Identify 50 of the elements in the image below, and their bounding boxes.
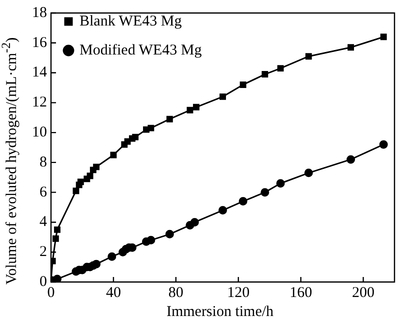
- x-tick-label: 80: [168, 284, 184, 301]
- point: [276, 179, 285, 188]
- point: [92, 260, 101, 268]
- point: [238, 197, 248, 206]
- point: [218, 206, 227, 215]
- point: [379, 140, 388, 149]
- x-tick-label: 120: [227, 284, 250, 301]
- y-tick-label: 12: [32, 94, 47, 111]
- point: [108, 252, 116, 261]
- y-tick-label: 10: [32, 124, 47, 140]
- point: [77, 178, 84, 186]
- point: [192, 104, 200, 110]
- y-tick-label: 14: [32, 64, 48, 81]
- y-tick-label: 8: [40, 154, 47, 170]
- point: [52, 274, 62, 282]
- point: [380, 34, 387, 40]
- point: [165, 230, 174, 238]
- point: [186, 106, 194, 114]
- x-axis-title: Immersion time/h: [165, 304, 275, 321]
- point: [166, 116, 173, 122]
- y-tick-label: 2: [40, 244, 47, 260]
- point: [110, 152, 117, 158]
- legend-label: Modified WE43 Mg: [80, 42, 202, 58]
- point: [72, 188, 80, 194]
- point: [86, 172, 94, 180]
- point: [304, 168, 313, 178]
- point: [240, 82, 246, 88]
- legend-label: Blank WE43 Mg: [80, 13, 182, 30]
- point: [54, 226, 60, 233]
- x-tick-label: 160: [290, 284, 312, 301]
- y-tick-label: 16: [32, 34, 48, 51]
- point: [277, 65, 284, 72]
- point: [260, 188, 270, 197]
- point: [93, 164, 100, 170]
- y-tick-label: 6: [40, 184, 48, 200]
- y-tick-label: 4: [40, 214, 48, 230]
- y-tick-label: 18: [32, 4, 47, 21]
- point: [148, 124, 154, 132]
- point: [262, 71, 268, 78]
- point: [220, 93, 226, 100]
- point: [52, 235, 59, 242]
- point: [346, 155, 356, 164]
- y-tick-label: 0: [40, 274, 47, 290]
- point: [305, 53, 312, 60]
- point: [132, 134, 139, 140]
- x-tick-label: 200: [352, 284, 375, 301]
- point: [190, 218, 199, 226]
- point: [146, 236, 156, 244]
- x-tick-label: 40: [106, 284, 121, 301]
- point: [348, 44, 354, 51]
